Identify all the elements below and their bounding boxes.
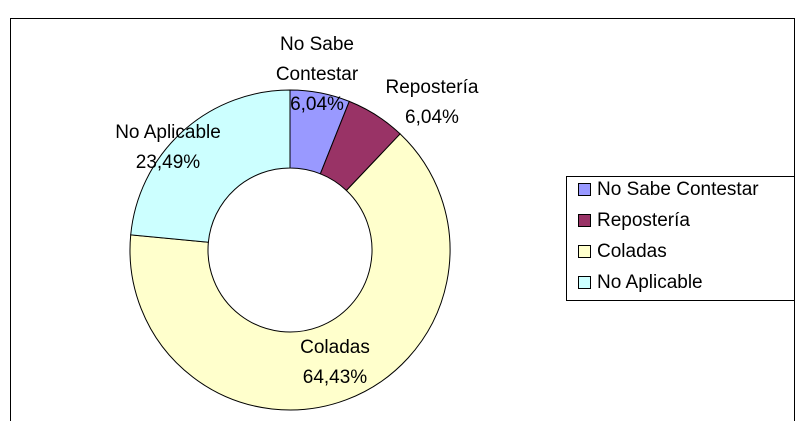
data-label-category: Coladas [300, 337, 370, 358]
legend-label: Repostería [597, 210, 690, 231]
data-label: Repostería 6,04% [386, 73, 479, 133]
data-label: No Aplicable 23,49% [115, 118, 221, 178]
legend-swatch [578, 183, 591, 196]
data-label: No Sabe Contestar 6,04% [262, 30, 372, 120]
data-label-category: Repostería [385, 77, 479, 98]
legend-swatch [578, 214, 591, 227]
data-label-value: 6,04% [290, 94, 344, 115]
donut-slice [130, 89, 291, 243]
legend-box [566, 176, 795, 301]
legend-swatch [578, 245, 591, 258]
legend-label: No Sabe Contestar [597, 179, 759, 200]
data-label: Coladas 64,43% [300, 333, 370, 393]
legend-swatch [578, 276, 591, 289]
legend-label: No Aplicable [597, 272, 703, 293]
data-label-category: No Aplicable [115, 122, 221, 143]
data-label-value: 64,43% [302, 367, 368, 388]
data-label-category: No Sabe Contestar [275, 34, 359, 85]
data-label-value: 6,04% [405, 107, 459, 128]
donut [129, 89, 451, 411]
legend-label: Coladas [597, 241, 667, 262]
legend [578, 183, 591, 289]
donut-slice [129, 133, 451, 411]
data-label-value: 23,49% [135, 152, 201, 173]
